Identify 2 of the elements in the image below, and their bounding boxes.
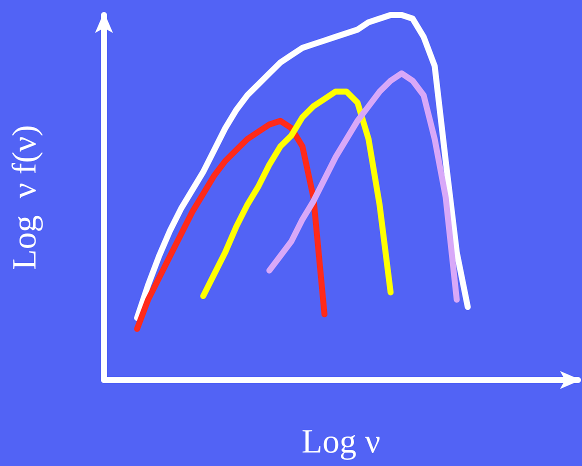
y-axis-title: Log ν f(ν) [6, 125, 44, 270]
x-axis-title: Log ν [302, 424, 380, 460]
